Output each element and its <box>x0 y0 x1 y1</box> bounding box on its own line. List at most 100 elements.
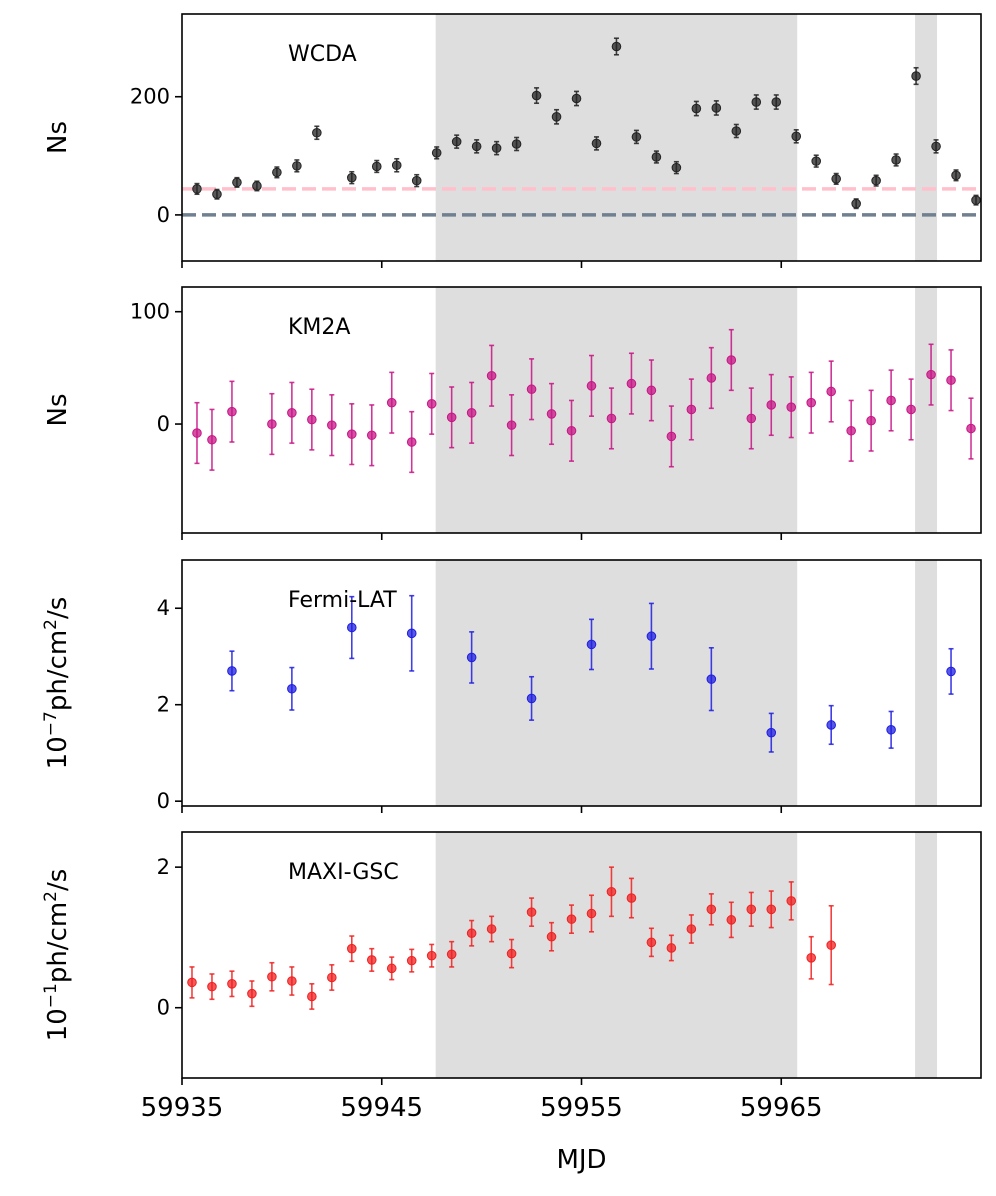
data-point-wcda <box>791 129 802 144</box>
marker <box>346 172 357 183</box>
data-point-fermi-lat <box>406 594 417 672</box>
data-point-km2a <box>446 386 457 449</box>
data-point-km2a <box>886 369 896 432</box>
data-point-fermi-lat <box>586 618 597 671</box>
marker <box>646 937 657 948</box>
marker <box>426 399 437 409</box>
marker <box>366 955 377 965</box>
marker <box>546 409 557 419</box>
marker <box>431 148 442 158</box>
y-tick-label: 4 <box>157 596 170 620</box>
marker <box>571 93 582 104</box>
data-point-maxi-gsc <box>446 940 457 968</box>
data-point-maxi-gsc <box>386 956 397 981</box>
data-point-wcda <box>851 198 861 210</box>
data-point-km2a <box>846 399 856 462</box>
marker <box>386 397 397 408</box>
data-point-maxi-gsc <box>546 921 557 952</box>
marker <box>551 112 562 122</box>
marker <box>466 408 477 418</box>
marker <box>272 167 282 178</box>
marker <box>786 896 797 906</box>
marker <box>486 370 497 381</box>
shaded-interval-2 <box>915 560 938 806</box>
data-point-wcda <box>611 37 622 56</box>
marker <box>626 893 637 903</box>
data-point-wcda <box>471 139 482 154</box>
y-tick-label: 200 <box>130 85 170 109</box>
data-point-km2a <box>346 403 357 466</box>
marker <box>606 886 617 897</box>
marker <box>886 395 896 406</box>
data-point-maxi-gsc <box>746 891 757 927</box>
marker <box>486 924 497 934</box>
y-tick-label: 100 <box>130 300 170 324</box>
marker <box>691 103 702 114</box>
marker <box>711 103 722 113</box>
marker <box>187 977 197 988</box>
data-point-km2a <box>686 378 697 441</box>
data-point-km2a <box>586 354 597 417</box>
marker <box>471 141 482 152</box>
shaded-interval-2 <box>915 14 938 261</box>
marker <box>831 174 841 184</box>
marker <box>406 437 417 447</box>
marker <box>292 161 302 171</box>
marker <box>666 943 677 953</box>
marker <box>426 950 437 961</box>
marker <box>386 963 397 974</box>
data-point-km2a <box>566 399 577 462</box>
marker <box>591 138 602 149</box>
panel-label-km2a: KM2A <box>288 315 350 340</box>
data-point-km2a <box>646 359 657 422</box>
data-point-maxi-gsc <box>706 893 717 926</box>
marker <box>511 139 522 149</box>
data-point-km2a <box>486 344 497 407</box>
y-tick-label: 0 <box>157 789 170 813</box>
marker <box>866 415 876 426</box>
marker <box>706 373 717 383</box>
marker <box>806 397 817 408</box>
marker <box>526 693 537 704</box>
data-point-wcda <box>371 159 382 174</box>
marker <box>531 90 542 101</box>
marker <box>766 400 777 410</box>
data-point-maxi-gsc <box>726 901 737 939</box>
data-point-wcda <box>346 170 357 185</box>
marker <box>651 152 662 162</box>
data-point-maxi-gsc <box>247 980 257 1008</box>
data-point-maxi-gsc <box>207 973 217 1001</box>
data-point-wcda <box>631 129 642 145</box>
marker <box>346 622 357 633</box>
marker <box>966 423 976 434</box>
shaded-interval-2 <box>915 287 938 533</box>
marker <box>346 943 357 954</box>
marker <box>946 375 956 386</box>
plot-area-km2a <box>192 287 976 533</box>
y-axis-label-fermi-lat: 10−7ph/cm2/s <box>41 597 73 770</box>
x-axis-label: MJD <box>556 1145 606 1175</box>
data-point-km2a <box>366 404 377 467</box>
marker <box>851 198 861 209</box>
data-point-wcda <box>391 157 402 173</box>
data-point-maxi-gsc <box>406 948 417 973</box>
data-point-maxi-gsc <box>606 866 617 918</box>
data-point-km2a <box>946 349 956 412</box>
marker <box>586 639 597 650</box>
panel-maxi-gsc: 0 2 MAXI-GSC 10−1ph/cm2/s <box>41 831 982 1085</box>
data-point-fermi-lat <box>826 704 836 746</box>
x-tick-label: 59965 <box>740 1093 823 1123</box>
marker <box>267 419 277 429</box>
data-point-wcda <box>232 176 242 188</box>
panel-label-maxi-gsc: MAXI-GSC <box>288 860 399 885</box>
data-point-maxi-gsc <box>366 947 377 972</box>
data-point-maxi-gsc <box>786 881 797 921</box>
marker <box>671 162 682 173</box>
panel-km2a: 0 100 KM2A Ns <box>43 286 982 540</box>
panel-label-fermi-lat: Fermi-LAT <box>288 588 397 613</box>
marker <box>192 184 202 194</box>
marker <box>826 940 836 950</box>
data-point-fermi-lat <box>526 675 537 721</box>
data-point-wcda <box>671 160 682 175</box>
data-point-km2a <box>966 397 976 460</box>
